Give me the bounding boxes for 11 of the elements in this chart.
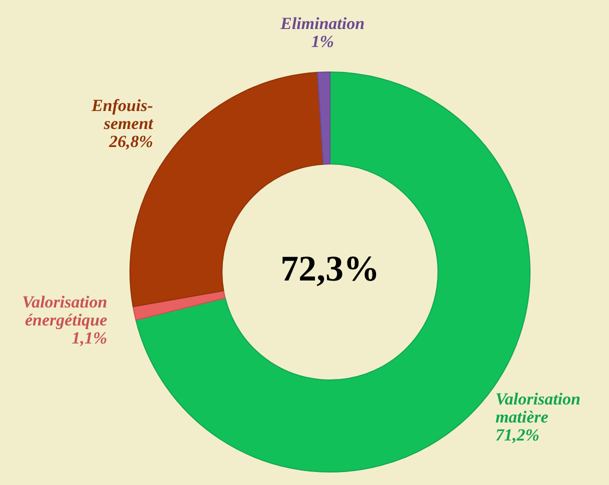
donut-slice [316,72,330,165]
slice-label: Valorisation matière [495,390,581,427]
data-label: 26,8% [108,132,153,151]
slice-label: Valorisation énergétique [22,292,108,330]
donut-slice [132,290,226,321]
data-label: 71,2% [495,426,540,445]
slice-label: Elimination [279,14,365,34]
text: 72,3% [280,248,380,288]
data-label: 1,1% [72,328,108,348]
data-label: 1% [311,32,334,52]
slice-label: Enfouis- sement [90,96,154,133]
